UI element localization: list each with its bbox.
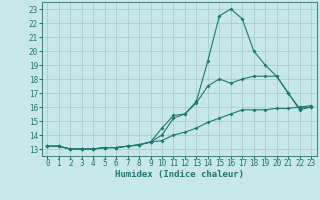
X-axis label: Humidex (Indice chaleur): Humidex (Indice chaleur) (115, 170, 244, 179)
